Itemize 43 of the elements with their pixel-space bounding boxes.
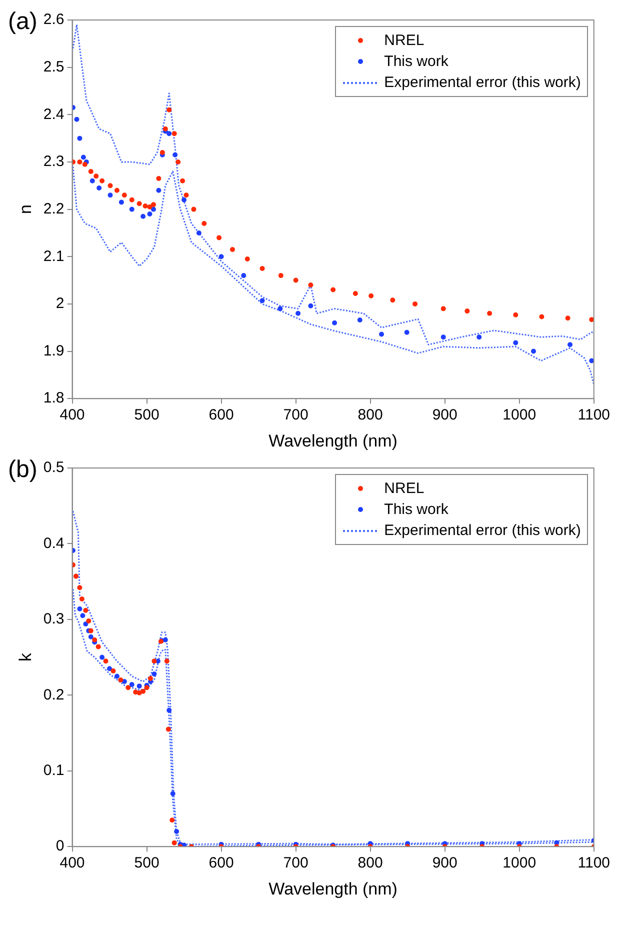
text: (b) [8, 456, 38, 484]
y-axis-title: k [16, 652, 35, 662]
y-tick-label: 1.8 [43, 390, 64, 407]
legend-label: This work [384, 53, 448, 70]
y-tick-label: 2 [56, 295, 64, 312]
x-tick-label: 1100 [578, 406, 610, 424]
x-tick-label: 600 [208, 406, 234, 424]
x-tick-label: 900 [432, 406, 458, 424]
legend-label: This work [384, 501, 448, 518]
x-tick-label: 700 [283, 406, 308, 424]
x-tick-label: 800 [358, 854, 383, 872]
x-tick-label: 400 [60, 406, 85, 424]
y-tick-label: 0.2 [43, 686, 64, 704]
y-tick-label: 2.6 [43, 11, 64, 28]
legend-label: NREL [384, 480, 424, 497]
x-axis-title: Wavelength (nm) [268, 431, 398, 450]
x-tick-label: 800 [358, 406, 383, 424]
y-tick-label: 1.9 [43, 342, 64, 360]
y-tick-label: 0 [56, 838, 64, 855]
y-tick-label: 2.1 [43, 248, 64, 265]
x-tick-label: 900 [432, 854, 458, 872]
y-tick-label: 0.4 [43, 534, 64, 552]
y-tick-label: 2.4 [43, 106, 64, 123]
x-tick-label: 1000 [502, 406, 536, 424]
y-tick-label: 0.3 [43, 610, 64, 628]
y-tick-label: 2.3 [43, 153, 64, 170]
x-tick-label: 500 [134, 406, 160, 424]
y-tick-label: 0.1 [43, 762, 64, 780]
x-axis-title: Wavelength (nm) [268, 879, 398, 898]
x-tick-label: 1100 [578, 854, 610, 872]
y-axis-title: n [16, 204, 35, 214]
x-tick-label: 400 [60, 854, 85, 872]
x-tick-label: 600 [208, 854, 234, 872]
x-tick-label: 500 [134, 854, 160, 872]
y-tick-label: 0.5 [43, 459, 64, 476]
legend-label: Experimental error (this work) [384, 74, 581, 91]
text: (a) [8, 8, 38, 36]
y-tick-label: 2.5 [43, 58, 64, 76]
x-tick-label: 1000 [502, 854, 536, 872]
legend-label: Experimental error (this work) [384, 522, 581, 539]
y-tick-label: 2.2 [43, 200, 64, 218]
x-tick-label: 700 [283, 854, 308, 872]
legend-label: NREL [384, 32, 424, 49]
